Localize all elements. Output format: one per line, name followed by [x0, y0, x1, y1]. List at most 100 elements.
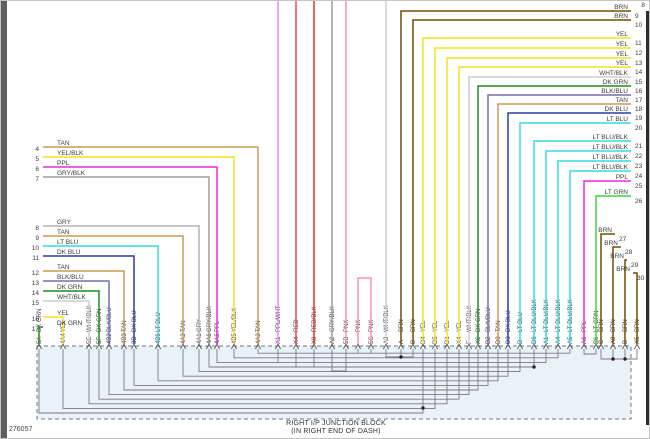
- pin-arrow-icon: [567, 343, 573, 350]
- pin-arrow-icon: [96, 343, 102, 350]
- label-text: YEL: [616, 51, 629, 58]
- pin-arrow-icon: [410, 343, 416, 350]
- label-text: 12: [635, 50, 643, 57]
- label-text: DK BLU: [605, 106, 629, 113]
- label-text: 15: [32, 300, 40, 307]
- label-text: PPL: [582, 320, 588, 332]
- left-edge-strip: [1, 1, 7, 438]
- label-text: 30: [637, 275, 645, 282]
- label-text: 25: [635, 183, 643, 190]
- label-text: 10: [32, 245, 40, 252]
- wire-right-19: DK BLU 19: [507, 106, 643, 344]
- label-text: TAN: [496, 320, 502, 332]
- label-text: LT BLU/BLK: [592, 144, 628, 151]
- wire-right-24: LT BLU/BLK 24: [569, 164, 643, 344]
- junction-dot: [421, 406, 425, 410]
- label-text: 4B3: [122, 333, 128, 344]
- junction-block-label-line1: RIGHT I/P JUNCTION BLOCK: [286, 420, 386, 427]
- label-text: 19: [635, 115, 643, 122]
- pin-arrow-icon: [121, 343, 127, 350]
- label-text: 15: [635, 79, 643, 86]
- wire-left-7: 7 GRY/BLK: [35, 170, 210, 344]
- label-text: DK GRN: [37, 309, 43, 332]
- wire-right-21: LT BLU/BLK 21: [533, 134, 643, 344]
- label-text: 5A: [37, 337, 43, 344]
- label-text: GRY: [197, 319, 203, 332]
- pin-arrow-icon: [206, 343, 212, 350]
- wire-right-18: TAN 18: [497, 97, 643, 344]
- pin-arrow-icon: [475, 343, 481, 350]
- wire-left-5: 5 YEL/BLK: [35, 150, 235, 344]
- label-text: A2: [330, 336, 336, 344]
- label-text: 3D: [132, 336, 138, 344]
- pin-arrow-icon: [86, 343, 92, 350]
- pin-arrow-icon: [329, 343, 335, 350]
- label-text: YEL: [421, 320, 427, 332]
- wire-right-10: BRN 10: [412, 13, 643, 344]
- label-text: BRN: [614, 4, 628, 11]
- label-text: LT BLU/BLK: [592, 134, 628, 141]
- wire-left-6: 6 PPL: [35, 160, 218, 344]
- label-text: LT BLU: [607, 116, 629, 123]
- label-text: TAN: [122, 320, 128, 332]
- label-text: 4B6: [156, 333, 162, 344]
- label-text: F: [467, 340, 473, 344]
- label-text: PNK: [356, 320, 362, 332]
- label-text: LT GRN: [594, 311, 600, 332]
- label-text: BLK/BLU: [486, 307, 492, 332]
- junction-dot: [623, 357, 627, 361]
- label-text: 4A1: [197, 333, 203, 344]
- pin-arrow-icon: [610, 343, 616, 350]
- label-text: RED/BLK: [312, 306, 318, 332]
- label-text: B: [623, 340, 629, 344]
- pin-arrow-icon: [420, 343, 426, 350]
- label-text: A1: [544, 336, 550, 344]
- pin-arrow-icon: [383, 343, 389, 350]
- wire-left-12: 12 TAN: [32, 264, 125, 344]
- label-text: LT BLU/BLK: [556, 299, 562, 332]
- label-text: D6: [532, 336, 538, 344]
- pin-arrow-icon: [106, 343, 112, 350]
- label-text: D0: [496, 336, 502, 344]
- label-text: A3: [384, 336, 390, 344]
- label-text: YEL: [457, 320, 463, 332]
- pin-arrow-icon: [485, 343, 491, 350]
- junction-dot: [399, 355, 403, 359]
- label-text: BRN: [598, 227, 612, 234]
- junction-dot: [611, 357, 615, 361]
- label-text: TAN: [57, 264, 70, 271]
- label-text: 6: [35, 166, 39, 173]
- label-text: LT BLU: [518, 312, 524, 332]
- wire-right-26: LT GRN 26: [595, 189, 643, 344]
- label-text: 20: [635, 125, 643, 132]
- label-text: TAN: [57, 140, 70, 147]
- pin-arrow-icon: [505, 343, 511, 350]
- pin-arrow-icon: [466, 343, 472, 350]
- label-text: PPL: [215, 320, 221, 332]
- label-text: 22: [635, 153, 643, 160]
- pin-arrow-icon: [60, 343, 66, 350]
- label-text: 9: [35, 235, 39, 242]
- label-text: BRN: [399, 319, 405, 332]
- label-text: X6: [476, 336, 482, 344]
- label-text: BRN: [623, 319, 629, 332]
- label-text: 10: [635, 22, 643, 29]
- pin-arrow-icon: [555, 343, 561, 350]
- pin-arrow-icon: [581, 343, 587, 350]
- label-text: A6: [582, 336, 588, 344]
- label-text: D5: [433, 336, 439, 344]
- pin-arrow-icon: [456, 343, 462, 350]
- junction-dot: [532, 365, 536, 369]
- label-text: X5: [635, 336, 641, 344]
- wire-left-4: 4 TAN: [35, 140, 259, 344]
- label-text: 18: [635, 106, 643, 113]
- label-text: 24: [635, 173, 643, 180]
- label-text: 12: [32, 270, 40, 277]
- label-text: YEL: [616, 41, 629, 48]
- junction-block-pins: TAN4A3YEL/BLK4B5PPL4A5GRY/BLK4A6GRY4A1TA…: [36, 299, 641, 350]
- label-text: YEL: [616, 60, 629, 67]
- pin-arrow-icon: [214, 343, 220, 350]
- label-text: DK BLU: [57, 249, 81, 256]
